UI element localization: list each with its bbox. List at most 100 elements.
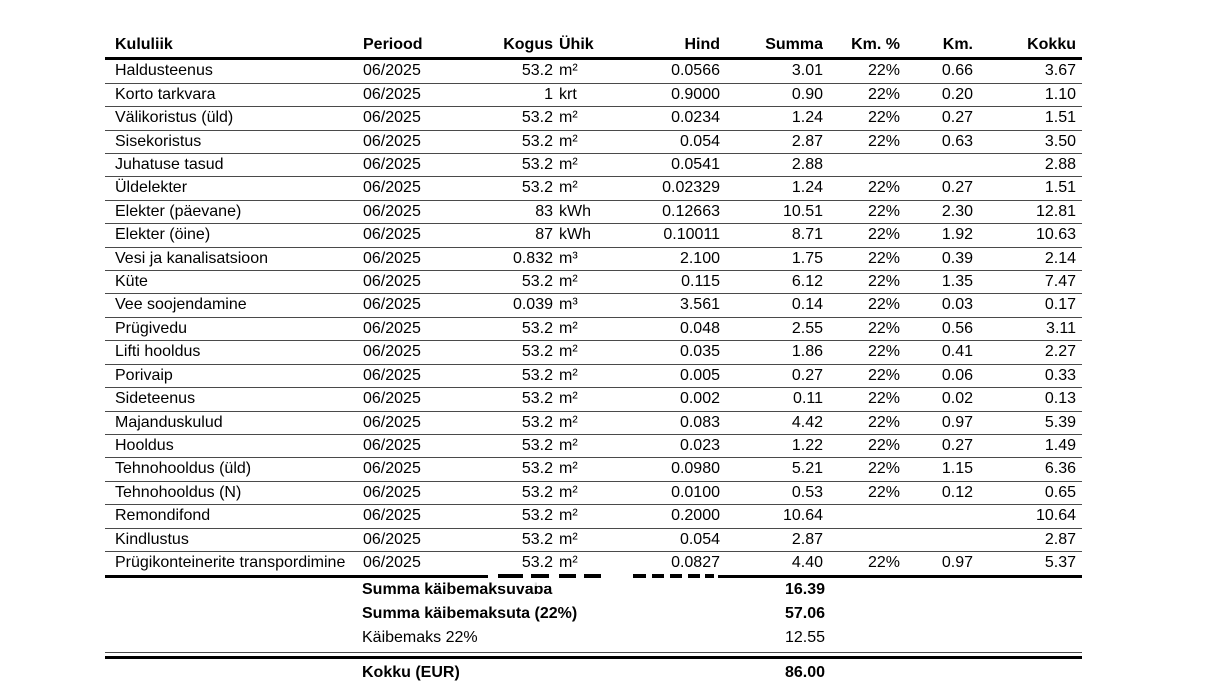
cell-kogus: 53.2 — [521, 530, 553, 548]
column-header-periood: Periood — [363, 36, 423, 53]
cell-km_pct: 22% — [867, 179, 900, 197]
cell-yhik: m² — [559, 179, 578, 197]
cell-summa: 0.14 — [791, 296, 823, 314]
cell-kululiik: Hooldus — [115, 436, 174, 454]
table-row: Haldusteenus 06/2025 53.2 m² 0.0566 3.01 22% 0.… — [105, 60, 1082, 84]
table-row: Sideteenus 06/2025 53.2 m² 0.002 0.11 22% 0.02 0… — [105, 388, 1082, 412]
cell-periood: 06/2025 — [363, 156, 421, 174]
cell-summa: 1.24 — [791, 109, 823, 127]
cell-summa: 1.24 — [791, 179, 823, 197]
cell-km_pct: 22% — [867, 343, 900, 361]
table-row: Remondifond 06/2025 53.2 m² 0.2000 10.64 10.64 — [105, 505, 1082, 529]
cell-kokku: 0.17 — [1044, 296, 1076, 314]
cell-kululiik: Juhatuse tasud — [115, 156, 224, 174]
cell-kogus: 53.2 — [521, 319, 553, 337]
cell-periood: 06/2025 — [363, 390, 421, 408]
cell-hind: 0.005 — [679, 366, 720, 384]
cell-kogus: 53.2 — [521, 390, 553, 408]
cell-kululiik: Vee soojendamine — [115, 296, 247, 314]
cell-summa: 1.86 — [791, 343, 823, 361]
cell-km: 0.12 — [941, 483, 973, 501]
cell-kogus: 53.2 — [521, 460, 553, 478]
cell-kogus: 53.2 — [521, 553, 553, 571]
table-row: Tehnohooldus (üld) 06/2025 53.2 m² 0.0980 5.2… — [105, 458, 1082, 482]
cell-kokku: 2.27 — [1044, 343, 1076, 361]
cell-summa: 0.27 — [791, 366, 823, 384]
cell-summa: 3.01 — [791, 62, 823, 80]
total-label: Kokku (EUR) — [362, 664, 460, 681]
cell-km_pct: 22% — [867, 319, 900, 337]
cell-kogus: 83 — [535, 202, 553, 220]
table-row: Korto tarkvara 06/2025 1 krt 0.9000 0.90 22% 0.… — [105, 84, 1082, 108]
table-row: Porivaip 06/2025 53.2 m² 0.005 0.27 22% 0.06 0.3… — [105, 365, 1082, 389]
cell-km_pct: 22% — [867, 366, 900, 384]
cell-yhik: m² — [559, 156, 578, 174]
cell-yhik: m² — [559, 483, 578, 501]
summary-row: Summa käibemaksuvaba 16.39 — [105, 578, 1082, 602]
table-row: Prügikonteinerite transpordimine 06/2025 5… — [105, 552, 1082, 575]
cell-yhik: kWh — [559, 202, 591, 220]
cell-kululiik: Kindlustus — [115, 530, 189, 548]
cell-yhik: m² — [559, 109, 578, 127]
cell-km_pct: 22% — [867, 273, 900, 291]
cell-kululiik: Sisekoristus — [115, 132, 202, 150]
cell-km — [900, 505, 973, 527]
summary-label: Summa käibemaksuta (22%) — [362, 605, 578, 622]
cell-kogus: 53.2 — [521, 343, 553, 361]
cell-km — [900, 154, 973, 176]
cell-km: 0.06 — [941, 366, 973, 384]
cell-kululiik: Haldusteenus — [115, 62, 213, 80]
cell-yhik: m² — [559, 553, 578, 571]
cell-km: 0.97 — [941, 413, 973, 431]
column-header-summa: Summa — [765, 36, 823, 53]
table-row: Tehnohooldus (N) 06/2025 53.2 m² 0.0100 0.53 2… — [105, 482, 1082, 506]
cost-table: Kululiik Periood Kogus Ühik Hind Summa Km. % Km… — [105, 34, 1082, 579]
summary-value: 16.39 — [784, 581, 825, 598]
cell-yhik: m² — [559, 343, 578, 361]
cell-hind: 0.10011 — [663, 226, 720, 244]
cell-yhik: m² — [559, 390, 578, 408]
cell-kogus: 87 — [535, 226, 553, 244]
cell-km: 0.66 — [941, 62, 973, 80]
cell-summa: 10.51 — [782, 202, 823, 220]
cell-yhik: m² — [559, 62, 578, 80]
cell-kogus: 53.2 — [521, 62, 553, 80]
column-header-hind: Hind — [684, 36, 720, 53]
cell-kogus: 53.2 — [521, 366, 553, 384]
cell-periood: 06/2025 — [363, 85, 421, 103]
cell-summa: 2.87 — [791, 132, 823, 150]
cell-periood: 06/2025 — [363, 366, 421, 384]
cell-periood: 06/2025 — [363, 436, 421, 454]
cell-periood: 06/2025 — [363, 62, 421, 80]
cell-kululiik: Lifti hooldus — [115, 343, 201, 361]
cell-periood: 06/2025 — [363, 296, 421, 314]
cell-periood: 06/2025 — [363, 132, 421, 150]
cell-kokku: 1.10 — [1044, 85, 1076, 103]
cell-km: 1.15 — [941, 460, 973, 478]
cell-kululiik: Korto tarkvara — [115, 85, 216, 103]
cell-kululiik: Prügikonteinerite transpordimine — [115, 553, 346, 571]
cell-km: 0.20 — [941, 85, 973, 103]
cell-kogus: 53.2 — [521, 179, 553, 197]
cell-km: 2.30 — [941, 202, 973, 220]
cell-kokku: 0.33 — [1044, 366, 1076, 384]
cell-periood: 06/2025 — [363, 413, 421, 431]
cell-hind: 0.0100 — [671, 483, 720, 501]
cell-kogus: 1 — [544, 85, 553, 103]
cell-summa: 2.55 — [791, 319, 823, 337]
cell-periood: 06/2025 — [363, 249, 421, 267]
cell-periood: 06/2025 — [363, 226, 421, 244]
cell-km: 0.27 — [941, 179, 973, 197]
cell-km: 0.97 — [941, 553, 973, 571]
cell-kokku: 5.37 — [1044, 553, 1076, 571]
cell-yhik: m² — [559, 530, 578, 548]
cell-kululiik: Elekter (päevane) — [115, 202, 242, 220]
column-header-kululiik: Kululiik — [115, 36, 173, 53]
cell-kogus: 53.2 — [521, 507, 553, 525]
cell-hind: 0.02329 — [662, 179, 720, 197]
table-row: Sisekoristus 06/2025 53.2 m² 0.054 2.87 22% 0.6… — [105, 131, 1082, 155]
cell-hind: 0.054 — [679, 530, 720, 548]
cell-kululiik: Sideteenus — [115, 390, 196, 408]
table-row: Elekter (päevane) 06/2025 83 kWh 0.12663 10.5… — [105, 201, 1082, 225]
